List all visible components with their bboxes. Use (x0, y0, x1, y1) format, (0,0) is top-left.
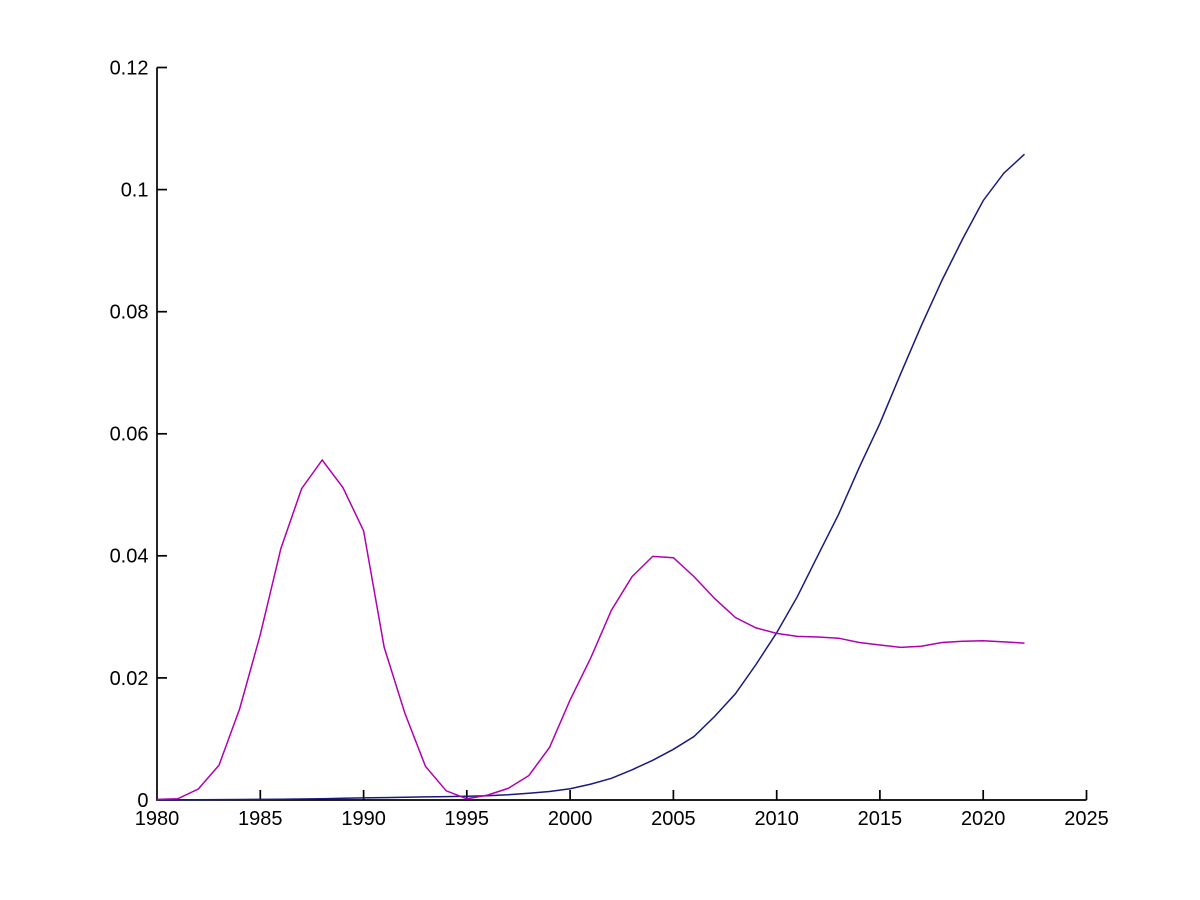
svg-text:0.12: 0.12 (110, 57, 149, 79)
svg-text:2025: 2025 (1064, 808, 1109, 830)
svg-text:0.1: 0.1 (121, 180, 149, 202)
svg-text:2015: 2015 (858, 808, 903, 830)
svg-text:0.06: 0.06 (110, 424, 149, 446)
svg-text:0.04: 0.04 (110, 546, 149, 568)
svg-text:1990: 1990 (341, 808, 386, 830)
svg-text:2010: 2010 (754, 808, 799, 830)
svg-text:2020: 2020 (961, 808, 1006, 830)
svg-text:1995: 1995 (445, 808, 490, 830)
svg-text:1985: 1985 (238, 808, 283, 830)
svg-text:2000: 2000 (548, 808, 593, 830)
svg-text:1980: 1980 (135, 808, 180, 830)
svg-text:2005: 2005 (651, 808, 696, 830)
svg-text:0: 0 (137, 790, 148, 812)
svg-text:0.02: 0.02 (110, 668, 149, 690)
svg-text:0.08: 0.08 (110, 302, 149, 324)
